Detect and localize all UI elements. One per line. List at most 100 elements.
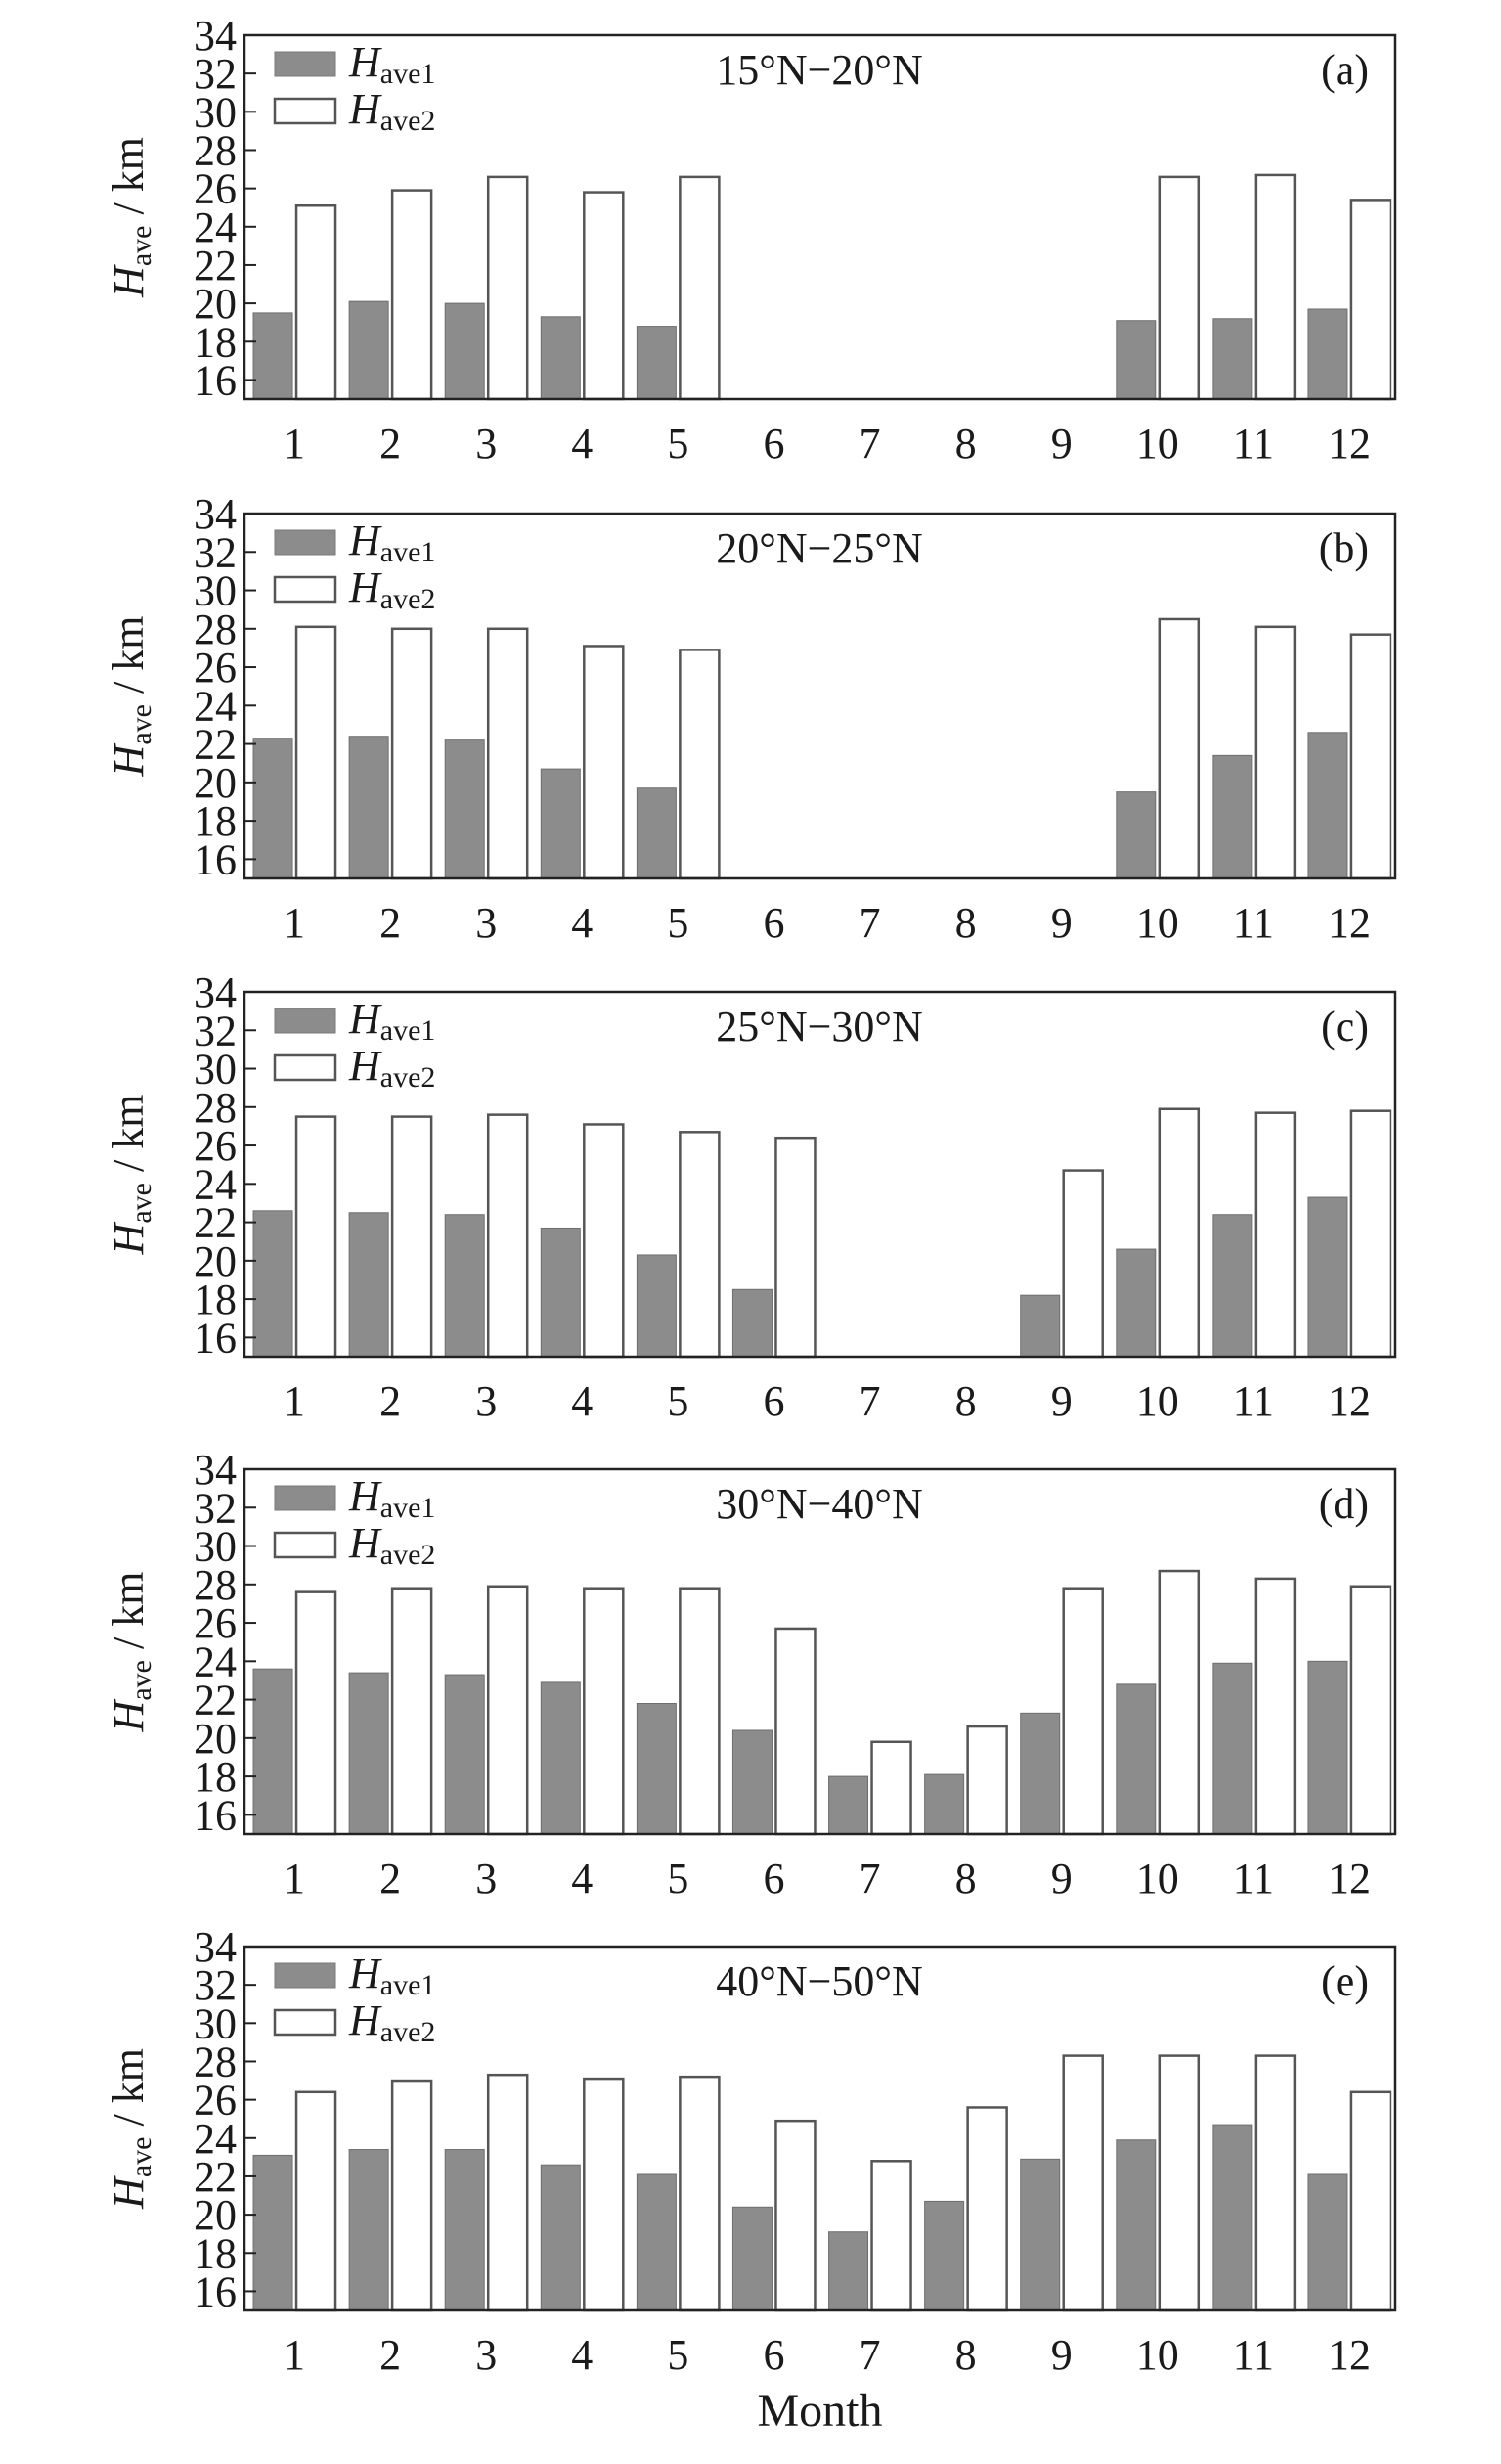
x-tick-label: 2: [379, 899, 401, 947]
bar-have1-month-11: [1212, 2124, 1253, 2311]
x-tick-label: 11: [1233, 899, 1274, 947]
y-tick-label: 28: [194, 605, 237, 653]
bar-have1-month-4: [540, 768, 581, 879]
y-tick-label: 18: [194, 1753, 237, 1801]
bar-have1-month-2: [348, 1212, 389, 1358]
y-tick-label: 34: [194, 1446, 237, 1494]
x-tick-label: 11: [1233, 2331, 1274, 2379]
legend-label-have2: Have2: [348, 1519, 435, 1571]
bar-have2-month-3: [486, 2073, 529, 2312]
panel-tag: (b): [1319, 524, 1369, 572]
x-tick-label: 12: [1328, 1855, 1371, 1903]
x-tick-label: 2: [379, 1855, 401, 1903]
plot-frame: [243, 1467, 1397, 1836]
bar-have1-month-5: [636, 787, 677, 879]
legend-label-have2: Have2: [348, 85, 435, 137]
bar-have2-month-5: [679, 1587, 721, 1836]
x-tick-label: 3: [475, 1377, 497, 1425]
bar-have1-month-1: [252, 1668, 293, 1835]
bar-have2-month-6: [774, 2119, 817, 2312]
x-tick-label: 11: [1233, 1855, 1274, 1903]
bar-have2-month-6: [774, 1136, 817, 1359]
bar-have1-month-9: [1020, 1712, 1061, 1835]
y-tick-label: 20: [194, 1237, 237, 1285]
x-tick-label: 3: [475, 899, 497, 947]
y-tick-label: 28: [194, 1084, 237, 1132]
x-tick-label: 6: [763, 899, 784, 947]
bar-have1-month-5: [636, 1254, 677, 1358]
y-tick-label: 24: [194, 2115, 237, 2163]
y-tick-label: 16: [194, 1791, 237, 1839]
bar-have1-month-5: [636, 1703, 677, 1835]
bar-have1-month-3: [444, 1214, 485, 1358]
bar-have1-month-10: [1116, 1248, 1157, 1358]
y-tick-label: 26: [194, 1122, 237, 1170]
y-tick-label: 20: [194, 759, 237, 807]
panel-title: 30°N−40°N: [716, 1480, 923, 1528]
x-tick-label: 6: [763, 1855, 784, 1903]
bar-have2-month-2: [390, 189, 433, 401]
x-tick-label: 11: [1233, 420, 1274, 468]
bar-have1-month-5: [636, 2173, 677, 2311]
x-tick-label: 9: [1051, 1855, 1073, 1903]
bar-have2-month-10: [1158, 1569, 1201, 1836]
y-axis-label: Have / km: [105, 1572, 157, 1733]
x-tick-label: 1: [284, 1855, 305, 1903]
x-tick-label: 3: [475, 420, 497, 468]
bar-have2-month-5: [679, 649, 721, 880]
bar-have2-month-4: [583, 191, 625, 401]
x-tick-label: 4: [571, 899, 593, 947]
bar-have1-month-9: [1020, 2158, 1061, 2311]
x-tick-label: 1: [284, 899, 305, 947]
bar-have2-month-11: [1254, 625, 1297, 880]
bar-have1-month-6: [731, 1729, 773, 1835]
y-tick-label: 24: [194, 203, 237, 251]
bar-have1-month-12: [1307, 308, 1348, 400]
bar-have1-month-10: [1116, 791, 1157, 879]
y-tick-label: 16: [194, 1314, 237, 1362]
bar-have1-month-2: [348, 300, 389, 400]
x-tick-label: 7: [860, 899, 881, 947]
bar-have2-month-4: [583, 645, 625, 880]
bar-have2-month-3: [486, 175, 529, 401]
x-tick-label: 7: [860, 420, 881, 468]
bar-have2-month-1: [294, 1590, 337, 1836]
bar-have1-month-10: [1116, 2139, 1157, 2311]
x-tick-label: 9: [1051, 899, 1073, 947]
bar-have2-month-10: [1158, 1107, 1201, 1359]
bar-have2-month-2: [390, 1587, 433, 1836]
bar-have1-month-2: [348, 2149, 389, 2311]
x-tick-label: 5: [667, 1377, 688, 1425]
bar-have2-month-4: [583, 2077, 625, 2312]
x-tick-label: 1: [284, 420, 305, 468]
legend-swatch-have2: [273, 575, 337, 604]
bar-have2-month-11: [1254, 1111, 1297, 1359]
legend-label-have2: Have2: [348, 1042, 435, 1094]
x-tick-label: 12: [1328, 1377, 1371, 1425]
x-tick-label: 10: [1136, 1377, 1179, 1425]
x-tick-label: 4: [571, 1855, 593, 1903]
bar-have1-month-3: [444, 2149, 485, 2311]
x-tick-label: 10: [1136, 420, 1179, 468]
panel-tag: (a): [1321, 46, 1369, 94]
y-tick-label: 28: [194, 1561, 237, 1609]
bar-have2-month-7: [870, 1740, 912, 1836]
bar-have2-month-3: [486, 1113, 529, 1359]
x-tick-label: 10: [1136, 1855, 1179, 1903]
x-tick-label: 6: [763, 2331, 784, 2379]
y-tick-label: 28: [194, 2038, 237, 2085]
legend-swatch-have1: [274, 1962, 336, 1989]
bar-have1-month-10: [1116, 1683, 1157, 1835]
bar-have1-month-11: [1212, 318, 1253, 400]
legend-label-have1: Have1: [348, 1472, 435, 1524]
y-tick-label: 20: [194, 2191, 237, 2239]
y-tick-label: 22: [194, 1199, 237, 1247]
bar-have1-month-4: [540, 316, 581, 400]
bar-have2-month-12: [1349, 1585, 1392, 1836]
bar-have1-month-7: [828, 1775, 869, 1835]
x-tick-label: 4: [571, 2331, 593, 2379]
y-tick-label: 26: [194, 1599, 237, 1647]
